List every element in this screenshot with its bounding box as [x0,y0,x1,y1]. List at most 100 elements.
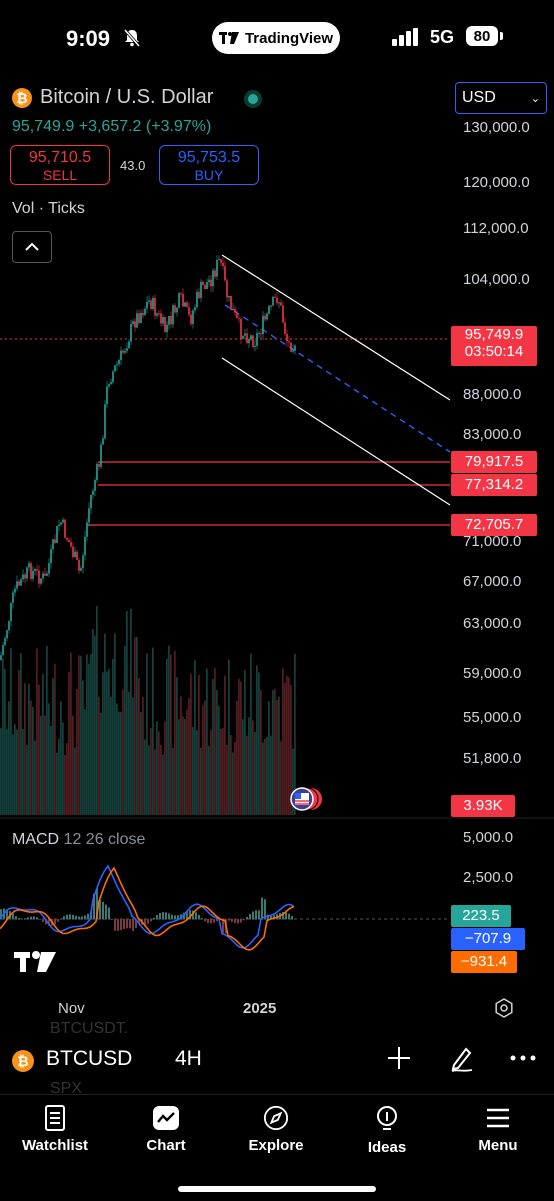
candle-body [122,350,124,353]
nav-explore[interactable]: Explore [226,1105,326,1154]
volume-bar [214,668,216,815]
symbol-button[interactable]: BTCUSD [46,1047,133,1070]
candle-body [170,316,172,325]
volume-bar [116,703,118,815]
candle-body [104,404,106,439]
candles [0,255,296,661]
volume-bar [80,656,82,815]
candle-body [118,359,120,365]
candle-body [186,302,188,308]
news-event-icon[interactable] [290,787,322,811]
candle-body [214,270,216,277]
volume-bar [162,754,164,815]
volume-bar [102,672,104,815]
macd-hist-bar [33,916,35,920]
symbol-title[interactable]: Bitcoin / U.S. Dollar [40,86,214,108]
macd-hist-bar [231,919,233,922]
sell-label: SELL [42,167,78,183]
macd-signal-line [0,866,295,951]
nav-watchlist[interactable]: Watchlist [5,1105,105,1154]
buy-button[interactable]: 95,753.5 BUY [159,145,259,185]
chart-settings-icon[interactable] [494,998,514,1018]
volume-bar [288,677,290,815]
volume-bar [104,633,106,815]
macd-hist-bar [111,919,113,920]
volume-bar [244,670,246,815]
plus-icon[interactable] [386,1045,412,1071]
buy-price: 95,753.5 [177,149,241,166]
candle-body [232,308,234,311]
volume-bar [234,741,236,815]
macd-hist-bar [21,918,23,920]
candle-body [76,551,78,560]
candle-body [92,490,94,495]
interval-button[interactable]: 4H [175,1047,202,1070]
macd-hist-bar [147,919,149,924]
macd-hist-bar [282,912,284,920]
volume-bar [54,663,56,815]
volume-bar [188,698,190,815]
macd-hist-tag: 223.5 [451,905,511,927]
tradingview-pill[interactable]: TradingView [212,22,340,54]
nav-ideas[interactable]: Ideas [337,1105,437,1156]
volume-bar [266,736,268,815]
candle-body [20,579,22,586]
candle-body [90,494,92,509]
watchlist-icon [45,1105,65,1131]
candle-body [12,592,14,603]
macd-label[interactable]: MACD 12 26 close [12,831,145,849]
candle-body [84,536,86,556]
macd-hist-bar [24,918,26,920]
volume-bar [176,677,178,815]
volume-bar [44,715,46,815]
macd-hist-bar [240,919,242,923]
bottom-nav: Watchlist Chart Explore Ideas Menu [0,1094,554,1201]
candle-body [288,341,290,343]
signal-icon [392,28,418,46]
macd-hist-bar [207,919,209,924]
volume-bar [42,673,44,815]
candle-body [4,638,6,645]
macd-hist-bar [66,914,68,920]
volume-bar [192,726,194,815]
candle-body [180,293,182,295]
candle-body [144,308,146,316]
currency-select[interactable]: USD ⌄ [455,82,547,114]
volume-bar [290,684,292,815]
macd-hist-bar [123,919,125,930]
macd-hist-bar [18,917,20,920]
candle-body [172,305,174,325]
nav-menu[interactable]: Menu [448,1105,548,1154]
volume-bar [58,738,60,815]
candle-body [10,602,12,622]
nav-chart[interactable]: Chart [116,1105,216,1154]
volume-bar [26,745,28,815]
more-icon[interactable] [510,1045,536,1071]
candle-body [146,301,148,309]
volume-bar [84,709,86,815]
candle-body [100,444,102,467]
drawing-pen-icon[interactable] [448,1045,476,1073]
macd-hist-bar [189,910,191,920]
volume-bar [34,740,36,815]
volume-bar [286,675,288,815]
macd-hist-bar [255,910,257,920]
volume-indicator-label[interactable]: Vol · Ticks [12,200,85,217]
candle-body [236,312,238,319]
macd-hist-bar [105,904,107,920]
candle-body [208,279,210,282]
candle-body [6,630,8,639]
collapse-button[interactable] [12,231,52,263]
macd-hist-bar [27,917,29,920]
network-type: 5G [430,27,455,47]
candle-body [28,563,30,568]
macd-hist-bar [138,919,140,924]
macd-hist-bar [261,897,263,920]
sell-button[interactable]: 95,710.5 SELL [10,145,110,185]
candle-body [138,313,140,323]
candle-body [218,259,220,261]
candle-body [136,313,138,328]
volume-bar [164,721,166,815]
compass-icon [263,1105,289,1131]
